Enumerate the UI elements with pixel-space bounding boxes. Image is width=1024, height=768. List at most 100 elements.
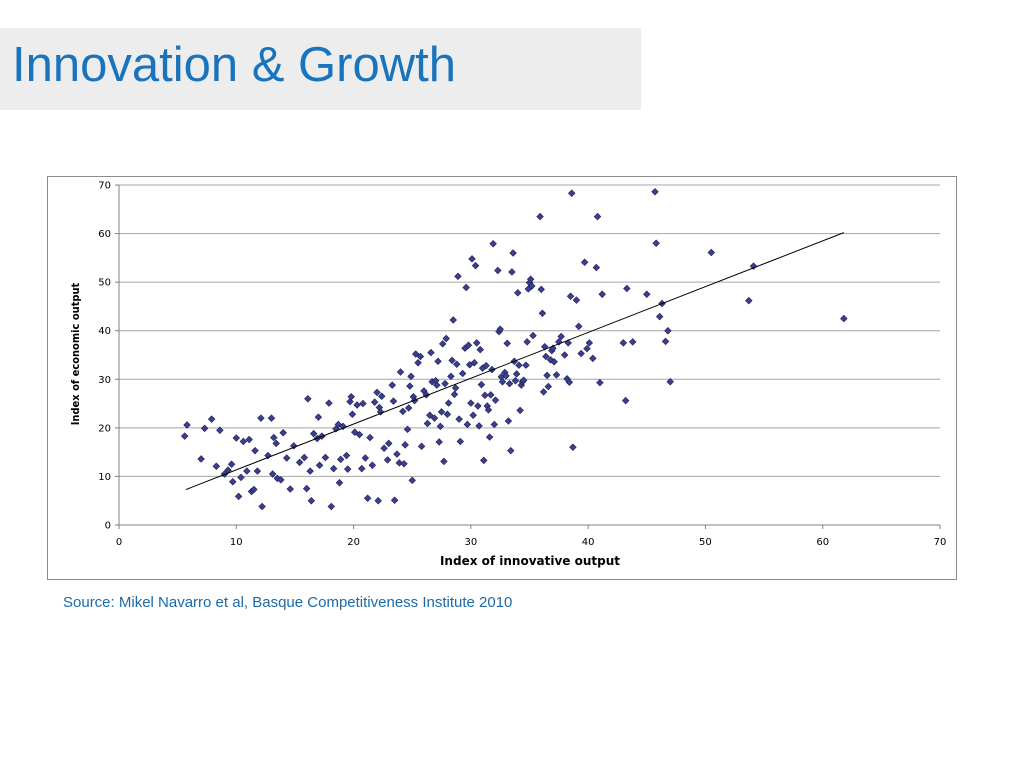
data-point [430,414,439,422]
data-point [589,354,597,363]
data-point [598,290,606,299]
data-point [442,334,450,343]
data-point [552,371,561,379]
data-point [619,339,628,347]
data-point [373,388,381,397]
data-point [239,437,248,446]
data-point [507,446,515,455]
data-point [314,413,323,421]
data-point [537,285,545,294]
data-point [575,322,583,331]
data-point [388,381,396,389]
y-tick-label: 20 [98,423,111,434]
data-point [257,414,265,422]
data-point [458,369,467,378]
data-point [481,391,489,400]
data-point [400,460,408,468]
data-point [496,325,504,333]
data-point [569,443,577,452]
data-point [463,420,472,429]
data-point [462,283,470,292]
data-point [652,239,660,248]
data-point [396,368,405,376]
data-point [491,396,500,404]
data-point [368,461,377,469]
data-point [441,379,449,388]
data-point [448,356,456,365]
y-tick-label: 60 [98,229,111,240]
x-axis-label: Index of innovative output [440,554,620,568]
data-point [336,455,345,464]
data-point [433,381,441,389]
data-point [234,492,243,501]
data-point [376,408,385,416]
data-point [666,377,674,386]
data-point [245,435,253,444]
data-point [454,272,462,281]
data-point [538,309,547,317]
data-point [453,360,461,368]
data-point [268,470,277,478]
data-point [539,388,548,396]
data-point [502,372,510,380]
data-point [444,399,453,407]
data-point [183,421,191,429]
data-point [304,394,312,403]
data-point [511,377,520,385]
data-point [542,352,550,361]
data-point [504,417,513,425]
data-points [180,188,848,511]
data-point [435,438,443,446]
data-point [456,437,465,446]
y-tick-label: 30 [98,375,111,386]
data-point [434,357,442,366]
data-point [417,442,426,451]
data-point [580,258,589,266]
data-point [512,370,521,378]
data-point [273,474,282,483]
data-point [363,494,372,503]
data-point [251,446,259,455]
data-point [282,454,291,462]
y-tick-label: 50 [98,278,111,289]
data-point [403,425,412,434]
data-point [334,420,343,429]
axes [115,184,941,529]
data-point [450,390,459,399]
data-point [355,430,364,439]
data-point [471,261,480,270]
data-point [253,467,262,475]
data-point [745,296,753,305]
data-point [267,414,276,422]
y-tick-label: 10 [98,472,111,483]
data-point [401,441,409,449]
data-point [536,212,544,221]
data-point [348,410,357,418]
data-point [335,479,344,487]
data-point [546,356,555,364]
x-tick-label: 50 [699,537,712,548]
data-point [250,485,258,494]
data-point [300,453,309,462]
data-point [359,399,367,408]
data-point [643,290,651,299]
data-point [327,502,336,511]
data-point [423,419,432,428]
data-point [528,282,536,290]
x-tick-label: 40 [582,537,595,548]
data-point [565,378,574,386]
data-point [543,371,551,380]
data-point [514,289,522,297]
data-point [464,341,473,350]
data-point [374,496,382,505]
title-band [0,28,641,110]
data-point [555,338,563,346]
data-point [577,349,585,358]
data-point [212,462,221,470]
data-point [585,339,594,347]
y-tick-label: 0 [105,521,111,532]
slide-title: Innovation & Growth [12,38,456,92]
data-point [440,457,448,466]
data-point [628,338,637,346]
data-point [343,465,352,473]
